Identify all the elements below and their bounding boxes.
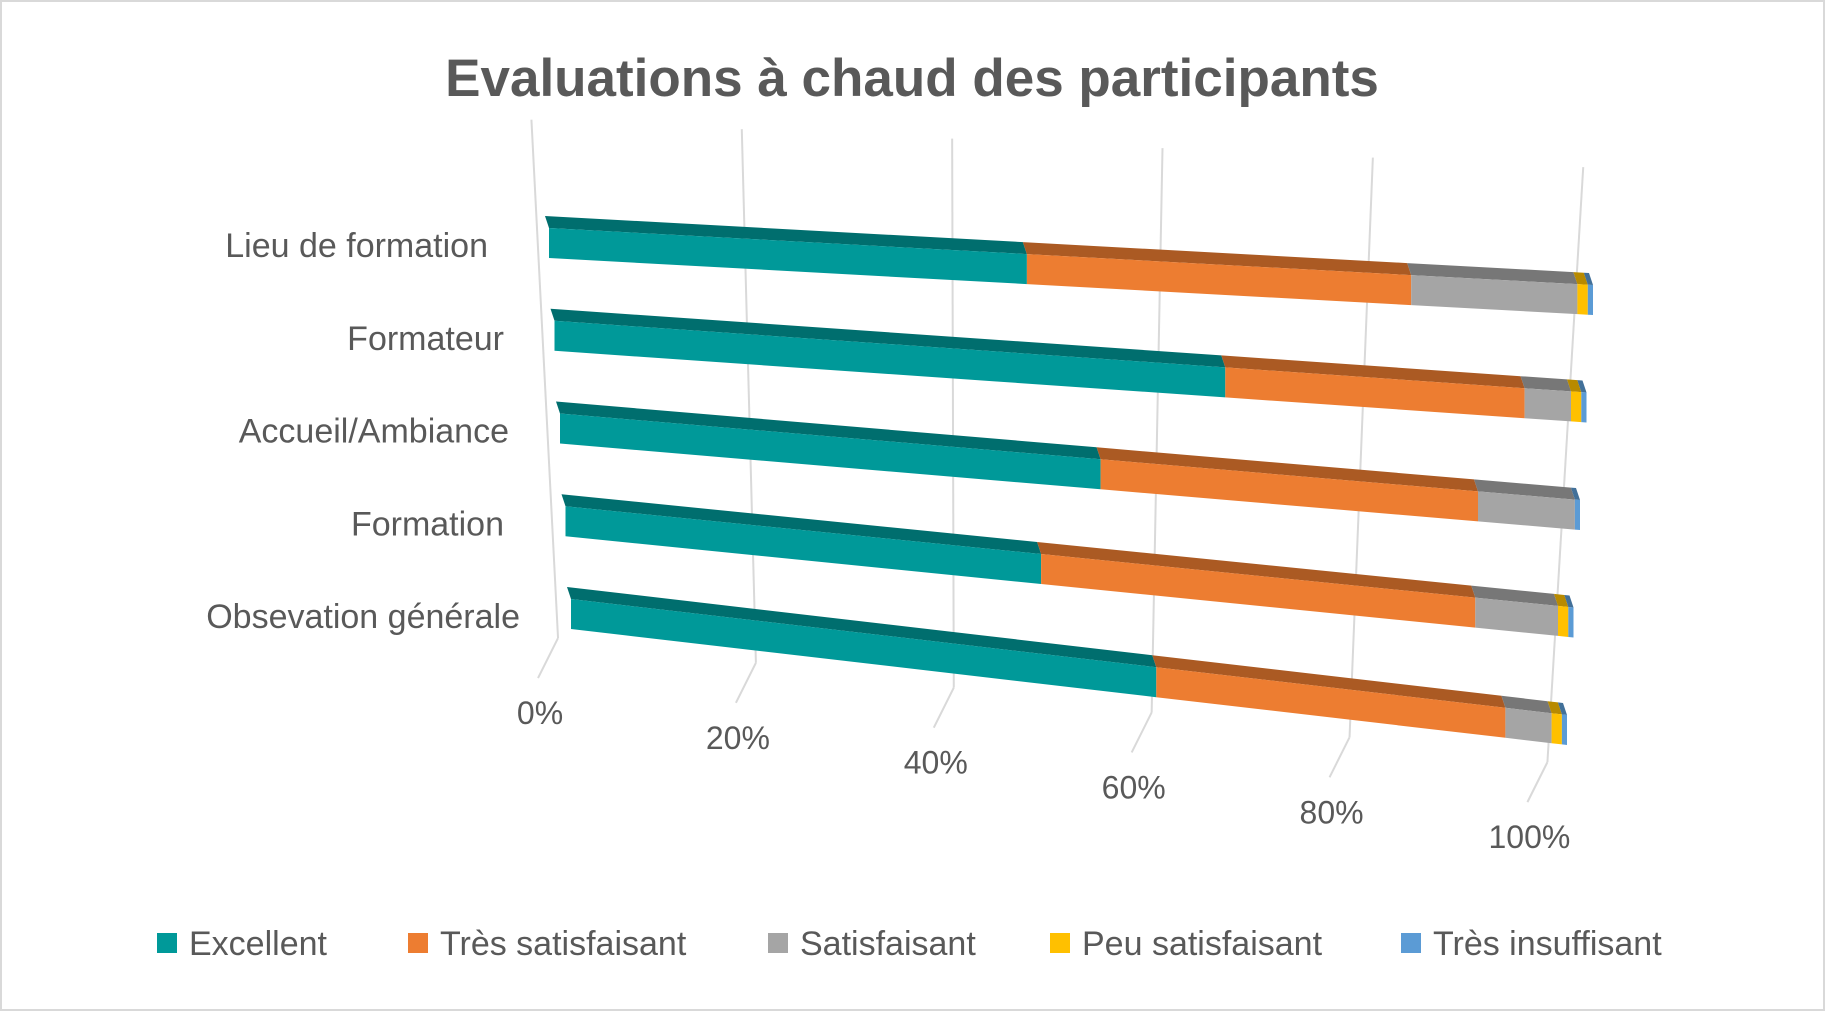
category-label: Formateur xyxy=(347,320,504,358)
gridline xyxy=(951,138,955,688)
x-tick-label: 0% xyxy=(517,695,563,731)
legend-swatch xyxy=(408,933,428,953)
bar-segment-satisfaisant xyxy=(1520,376,1571,422)
legend-item: Satisfaisant xyxy=(768,925,976,963)
bars xyxy=(545,216,1593,745)
x-tick-label: 40% xyxy=(904,745,968,781)
floor-gridline xyxy=(735,662,757,704)
bar-segment-satisfaisant xyxy=(1501,695,1552,744)
category-label: Accueil/Ambiance xyxy=(239,413,509,451)
category-label: Obsevation générale xyxy=(206,598,520,636)
x-tick-labels: 0% 20% 40% 60% 80% 100% xyxy=(517,695,1570,855)
x-tick-label: 20% xyxy=(706,720,770,756)
category-label: Formation xyxy=(351,505,504,543)
legend-label: Excellent xyxy=(189,925,328,963)
floor-gridline xyxy=(1130,712,1153,753)
floor-gridline xyxy=(1526,761,1549,803)
legend: Excellent Très satisfaisant Satisfaisant Pe… xyxy=(157,925,1662,963)
bar-segment-tres-insuffisant xyxy=(1570,487,1580,530)
legend-label: Peu satisfaisant xyxy=(1082,925,1323,963)
gridline xyxy=(1546,167,1585,763)
bar-segment-excellent xyxy=(556,401,1101,490)
legend-swatch xyxy=(768,933,788,953)
bar-segment-tres-insuffisant xyxy=(1557,702,1567,745)
bar-segment-peu-satisfaisant xyxy=(1554,593,1569,637)
bar-segment-tres-insuffisant xyxy=(1564,595,1574,638)
legend-item: Très insuffisant xyxy=(1401,925,1662,963)
floor-gridline xyxy=(1328,736,1351,778)
gridline xyxy=(1150,148,1164,713)
floor-gridline xyxy=(537,637,559,679)
category-labels: Lieu de formation Formateur Accueil/Ambian… xyxy=(206,227,520,636)
bar-segment-satisfaisant xyxy=(1471,585,1558,636)
bar-segment-excellent xyxy=(545,216,1027,285)
bar-segment-satisfaisant xyxy=(1407,263,1578,315)
bar-segment-peu-satisfaisant xyxy=(1573,272,1588,315)
bar-segment-tres-satisfaisant xyxy=(1096,447,1478,522)
bar-segment-tres-satisfaisant xyxy=(1152,655,1506,738)
gridlines xyxy=(530,119,1585,803)
legend-label: Satisfaisant xyxy=(800,925,976,963)
bar-segment-tres-insuffisant xyxy=(1583,272,1593,315)
bar-segment-satisfaisant xyxy=(1474,479,1575,530)
gridline xyxy=(530,119,560,639)
bar-segment-tres-satisfaisant xyxy=(1022,242,1412,306)
bar-segment-excellent xyxy=(567,587,1157,698)
legend-item: Très satisfaisant xyxy=(408,925,687,963)
bar-segment-peu-satisfaisant xyxy=(1567,379,1582,423)
legend-swatch xyxy=(157,933,177,953)
legend-swatch xyxy=(1050,933,1070,953)
category-label: Lieu de formation xyxy=(225,227,488,265)
legend-item: Peu satisfaisant xyxy=(1050,925,1323,963)
legend-item: Excellent xyxy=(157,925,328,963)
bar-segment-tres-satisfaisant xyxy=(1037,542,1476,628)
bar-segment-excellent xyxy=(550,308,1226,398)
legend-label: Très satisfaisant xyxy=(440,925,687,963)
bar-segment-peu-satisfaisant xyxy=(1547,701,1562,745)
x-tick-label: 100% xyxy=(1489,819,1571,855)
bar-segment-tres-satisfaisant xyxy=(1221,355,1525,419)
legend-label: Très insuffisant xyxy=(1433,925,1662,963)
gridline xyxy=(740,129,757,663)
chart-title: Evaluations à chaud des participants xyxy=(445,49,1379,108)
floor-gridline xyxy=(932,687,955,729)
bar-segment-excellent xyxy=(561,494,1042,584)
bar-segment-tres-insuffisant xyxy=(1577,380,1587,423)
x-tick-label: 60% xyxy=(1102,769,1166,805)
gridline xyxy=(1348,157,1374,738)
legend-swatch xyxy=(1401,933,1421,953)
x-tick-label: 80% xyxy=(1300,794,1364,830)
